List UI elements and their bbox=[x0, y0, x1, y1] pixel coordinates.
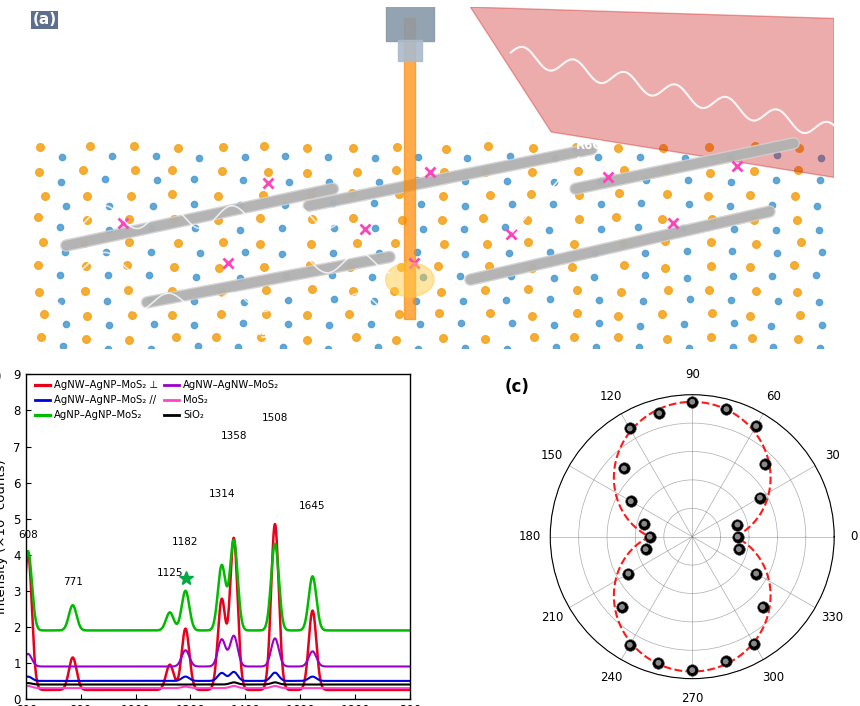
Point bbox=[747, 638, 761, 650]
Text: Laser excitation: Laser excitation bbox=[66, 98, 193, 112]
Point bbox=[758, 459, 771, 470]
Text: MoS₂: MoS₂ bbox=[656, 328, 685, 337]
Text: R6G: R6G bbox=[513, 139, 603, 232]
Point bbox=[756, 602, 770, 613]
Point bbox=[652, 657, 666, 669]
Text: 1125: 1125 bbox=[157, 568, 183, 578]
Point bbox=[685, 664, 699, 676]
Text: 1358: 1358 bbox=[220, 431, 247, 441]
Point bbox=[623, 639, 636, 650]
Text: (c): (c) bbox=[505, 378, 530, 395]
Text: AgNW: AgNW bbox=[446, 325, 487, 338]
Point bbox=[615, 602, 629, 613]
Text: 771: 771 bbox=[63, 578, 83, 587]
Point bbox=[642, 531, 656, 542]
Text: 1645: 1645 bbox=[299, 501, 326, 511]
Point bbox=[652, 407, 666, 419]
Text: 608: 608 bbox=[18, 530, 38, 540]
Point bbox=[624, 496, 637, 507]
Point bbox=[756, 602, 770, 613]
Text: 1314: 1314 bbox=[208, 489, 235, 499]
Point bbox=[623, 423, 636, 434]
Point bbox=[732, 544, 746, 555]
Point bbox=[624, 496, 637, 507]
Point bbox=[622, 568, 636, 579]
Text: (a): (a) bbox=[33, 12, 57, 27]
Text: 1508: 1508 bbox=[261, 413, 288, 423]
Point bbox=[753, 492, 767, 503]
Point bbox=[637, 518, 651, 530]
Point bbox=[747, 638, 761, 650]
Point bbox=[642, 531, 656, 542]
Y-axis label: Intensity (×10⁴ counts): Intensity (×10⁴ counts) bbox=[0, 460, 8, 614]
Point bbox=[758, 459, 771, 470]
Circle shape bbox=[385, 263, 434, 297]
Point bbox=[753, 492, 767, 503]
Point bbox=[720, 404, 734, 415]
Point bbox=[617, 462, 631, 474]
Point bbox=[731, 519, 745, 530]
Point bbox=[639, 544, 653, 555]
Point bbox=[623, 639, 636, 650]
Point bbox=[623, 423, 636, 434]
Point bbox=[749, 420, 763, 431]
Point bbox=[719, 656, 733, 667]
Point bbox=[749, 568, 763, 579]
Polygon shape bbox=[470, 7, 834, 177]
Text: (b): (b) bbox=[0, 368, 3, 386]
Point bbox=[639, 544, 653, 555]
Point bbox=[731, 531, 745, 542]
Text: 1182: 1182 bbox=[172, 537, 199, 547]
Point bbox=[749, 568, 763, 579]
Point bbox=[622, 568, 636, 579]
Point bbox=[685, 396, 699, 407]
Point bbox=[652, 657, 666, 669]
Point bbox=[615, 602, 629, 613]
Text: AgNP: AgNP bbox=[252, 325, 288, 338]
Point bbox=[685, 664, 699, 676]
Legend: AgNW–AgNP–MoS₂ ⊥, AgNW–AgNP–MoS₂ //, AgNP–AgNP–MoS₂, AgNW–AgNW–MoS₂, MoS₂, SiO₂: AgNW–AgNP–MoS₂ ⊥, AgNW–AgNP–MoS₂ //, AgN… bbox=[31, 376, 283, 424]
Point bbox=[637, 518, 651, 530]
Point bbox=[685, 396, 699, 407]
Point bbox=[720, 404, 734, 415]
Point bbox=[749, 420, 763, 431]
Point bbox=[719, 656, 733, 667]
Point bbox=[732, 544, 746, 555]
Point bbox=[731, 519, 745, 530]
Point bbox=[617, 462, 631, 474]
Point bbox=[652, 407, 666, 419]
Point bbox=[731, 531, 745, 542]
